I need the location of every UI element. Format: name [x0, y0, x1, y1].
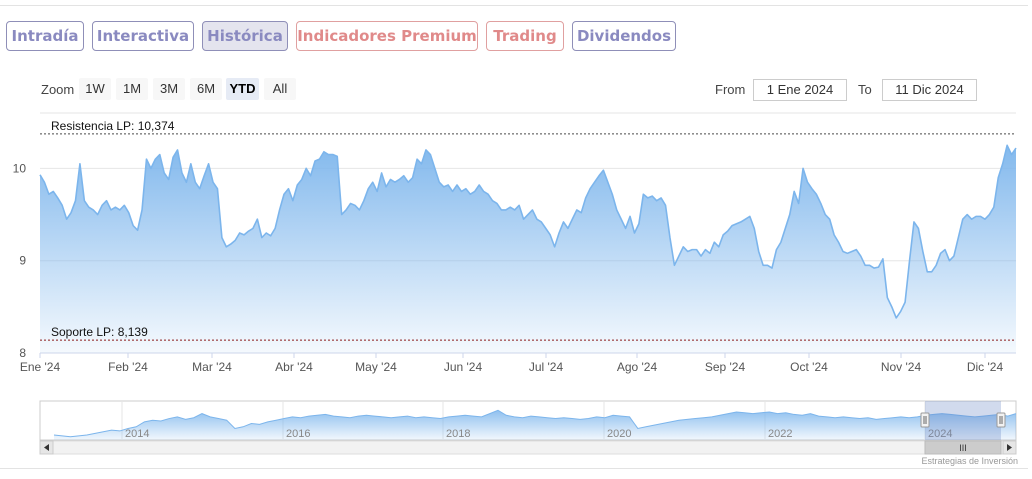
zoom-label: Zoom — [41, 82, 75, 97]
from-label: From — [715, 82, 746, 97]
scroll-left-arrow-icon — [44, 444, 49, 451]
navigator-tick-label: 2018 — [446, 428, 470, 440]
series-area — [40, 145, 1016, 353]
navigator-tick-label: 2016 — [286, 428, 310, 440]
series-line[interactable] — [39, 144, 1017, 319]
from-date-input[interactable]: 1 Ene 2024 — [753, 79, 847, 101]
tab-intradia[interactable]: Intradía — [6, 21, 84, 51]
tab-indicadores-premium[interactable]: Indicadores Premium — [296, 21, 478, 51]
navigator-tick-label: 2022 — [768, 428, 792, 440]
tab-trading[interactable]: Trading — [486, 21, 564, 51]
zoom-1w-button[interactable]: 1W — [79, 78, 111, 100]
navigator-line — [53, 409, 1017, 438]
scroll-right-arrow-icon — [1007, 444, 1012, 451]
x-tick-label: Ago '24 — [617, 360, 658, 374]
navigator-tick-label: 2014 — [125, 428, 149, 440]
navigator-area — [54, 410, 1016, 440]
tab-dividendos[interactable]: Dividendos — [572, 21, 676, 51]
chart-credit[interactable]: Estrategias de Inversión — [921, 456, 1018, 466]
bottom-divider — [0, 468, 1028, 469]
x-tick-label: May '24 — [355, 360, 397, 374]
x-tick-label: Jul '24 — [529, 360, 564, 374]
y-tick-label: 10 — [13, 161, 27, 175]
x-tick-label: Nov '24 — [881, 360, 922, 374]
zoom-ytd-button[interactable]: YTD — [226, 78, 259, 100]
x-tick-label: Abr '24 — [275, 360, 313, 374]
to-label: To — [858, 82, 872, 97]
scrollbar-grip: III — [959, 443, 967, 453]
navigator-right-handle[interactable] — [996, 412, 1006, 428]
support-label: Soporte LP: 8,139 — [51, 325, 148, 339]
navigator-left-handle[interactable] — [920, 412, 930, 428]
scrollbar-track[interactable] — [39, 440, 1017, 455]
y-tick-label: 9 — [19, 254, 26, 268]
tab-historica[interactable]: Histórica — [202, 21, 288, 51]
x-tick-label: Dic '24 — [967, 360, 1004, 374]
top-divider — [0, 5, 1028, 6]
navigator-tick-label: 2020 — [607, 428, 631, 440]
scrollbar-thumb[interactable] — [924, 440, 1002, 455]
x-tick-label: Mar '24 — [192, 360, 232, 374]
resistance-label: Resistencia LP: 10,374 — [51, 119, 175, 133]
x-tick-label: Ene '24 — [20, 360, 61, 374]
zoom-all-button[interactable]: All — [264, 78, 296, 100]
x-tick-label: Jun '24 — [444, 360, 483, 374]
to-date-input[interactable]: 11 Dic 2024 — [882, 79, 977, 101]
x-tick-label: Sep '24 — [705, 360, 746, 374]
zoom-3m-button[interactable]: 3M — [153, 78, 185, 100]
y-tick-label: 8 — [19, 346, 26, 360]
tab-interactiva[interactable]: Interactiva — [92, 21, 194, 51]
zoom-6m-button[interactable]: 6M — [190, 78, 222, 100]
navigator-tick-label: 2024 — [928, 428, 952, 440]
zoom-1m-button[interactable]: 1M — [116, 78, 148, 100]
x-tick-label: Oct '24 — [790, 360, 828, 374]
navigator-selection[interactable] — [925, 401, 1001, 440]
x-tick-label: Feb '24 — [108, 360, 148, 374]
